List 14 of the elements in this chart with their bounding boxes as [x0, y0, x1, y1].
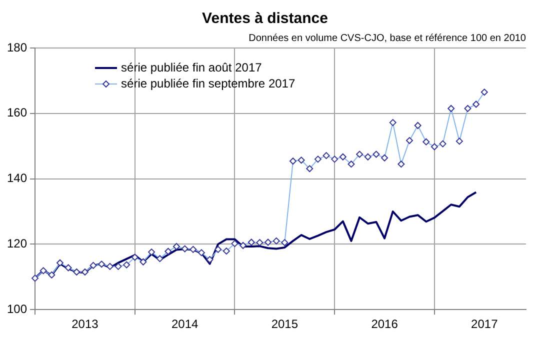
x-tick-label: 2017: [471, 317, 498, 332]
legend-label: série publiée fin septembre 2017: [121, 76, 296, 90]
chart-title: Ventes à distance: [202, 10, 328, 28]
chart-subtitle: Données en volume CVS-CJO, base et référence 100 en 2010: [248, 32, 526, 44]
x-tick-label: 2016: [371, 317, 398, 332]
legend-label: série publiée fin août 2017: [121, 60, 262, 74]
y-tick-label: 160: [6, 106, 28, 120]
y-tick-label: 120: [6, 236, 28, 251]
x-tick-label: 2013: [72, 317, 99, 332]
x-tick-label: 2014: [171, 317, 198, 332]
y-tick-label: 180: [6, 40, 28, 54]
y-tick-label: 140: [6, 171, 28, 186]
x-tick-label: 2015: [271, 317, 298, 332]
y-tick-label: 100: [6, 302, 28, 316]
